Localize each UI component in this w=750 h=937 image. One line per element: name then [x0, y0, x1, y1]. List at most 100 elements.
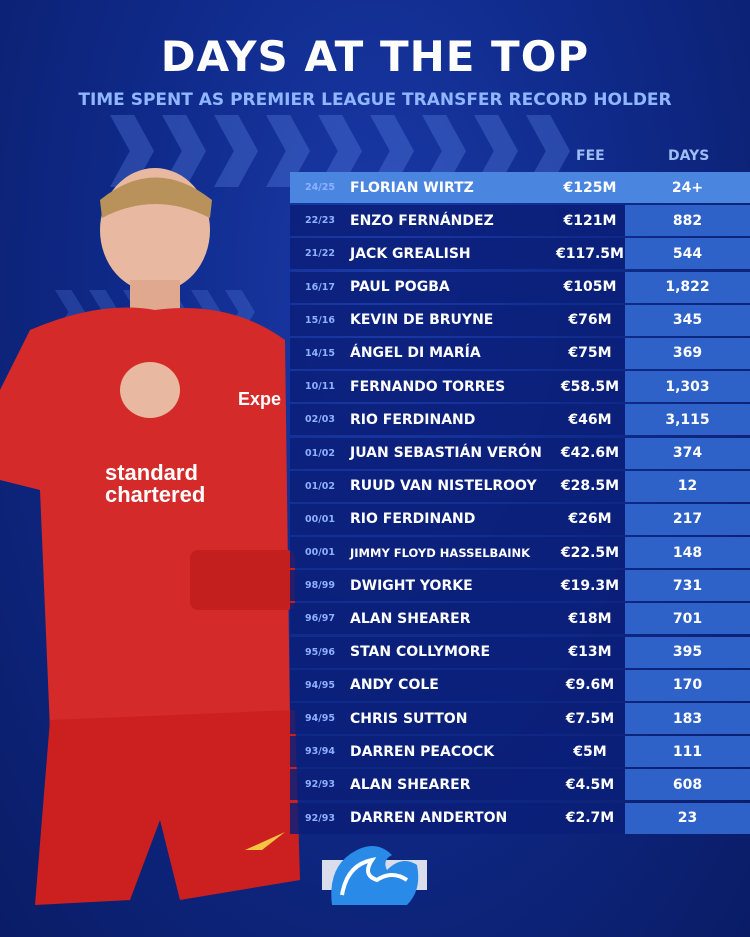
player-name-cell: FLORIAN WIRTZ — [350, 179, 474, 196]
table-row: 22/23 ENZO FERNÁNDEZ €121M 882 — [290, 205, 750, 237]
table-row: 94/95 CHRIS SUTTON €7.5M 183 — [290, 703, 750, 734]
table-row: 94/95 ANDY COLE €9.6M 170 — [290, 669, 750, 701]
svg-text:chartered: chartered — [105, 482, 205, 507]
season-cell: 14/15 — [305, 347, 335, 359]
table-row: 01/02 JUAN SEBASTIÁN VERÓN €42.6M 374 — [290, 437, 750, 469]
player-name-cell: JUAN SEBASTIÁN VERÓN — [350, 445, 542, 461]
fee-cell: €125M — [563, 179, 617, 196]
days-cell: 217 — [625, 503, 750, 535]
player-name-cell: ÁNGEL DI MARÍA — [350, 345, 481, 362]
season-cell: 24/25 — [305, 182, 335, 193]
player-name-cell: ALAN SHEARER — [350, 776, 471, 793]
fee-cell: €4.5M — [565, 776, 615, 793]
player-name-cell: KEVIN DE BRUYNE — [350, 312, 494, 329]
days-cell: 183 — [625, 703, 750, 734]
page-title: DAYS AT THE TOP — [160, 32, 590, 81]
days-cell: 369 — [625, 337, 750, 369]
table-row: 21/22 JACK GREALISH €117.5M 544 — [290, 238, 750, 270]
season-cell: 16/17 — [305, 281, 335, 293]
days-cell: 731 — [625, 570, 750, 602]
player-name-cell: PAUL POGBA — [350, 279, 450, 296]
days-cell: 374 — [625, 437, 750, 469]
shirt-sponsor-logo: standard — [105, 460, 198, 485]
player-name-cell: DARREN ANDERTON — [350, 810, 508, 827]
season-cell: 21/22 — [305, 248, 335, 260]
page-subtitle: TIME SPENT AS PREMIER LEAGUE TRANSFER RE… — [78, 90, 672, 110]
player-name-cell: JIMMY FLOYD HASSELBAINK — [350, 545, 531, 560]
season-cell: 01/02 — [305, 447, 335, 459]
fee-cell: €105M — [563, 279, 617, 296]
table-row: 93/94 DARREN PEACOCK €5M 111 — [290, 736, 750, 768]
player-name-cell: JACK GREALISH — [350, 245, 471, 262]
days-cell: 882 — [625, 205, 750, 237]
season-cell: 00/01 — [305, 513, 335, 525]
player-name-cell: ANDY COLE — [350, 677, 439, 694]
fee-cell: €9.6M — [565, 677, 615, 694]
fee-cell: €13M — [568, 644, 612, 661]
days-cell: 24+ — [671, 179, 704, 196]
table-row: 14/15 ÁNGEL DI MARÍA €75M 369 — [290, 337, 750, 369]
fee-cell: €117.5M — [556, 245, 624, 262]
player-name-cell: STAN COLLYMORE — [350, 644, 491, 661]
table-row: 16/17 PAUL POGBA €105M 1,822 — [290, 271, 750, 303]
fee-cell: €22.5M — [560, 544, 620, 561]
season-cell: 96/97 — [305, 613, 335, 625]
season-cell: 93/94 — [305, 746, 335, 758]
fee-cell: €121M — [563, 212, 617, 229]
player-name-cell: FERNANDO TORRES — [350, 378, 506, 395]
player-name-cell: ALAN SHEARER — [350, 610, 471, 627]
fee-cell: €42.6M — [560, 445, 620, 461]
player-name-cell: CHRIS SUTTON — [350, 710, 468, 727]
season-cell: 02/03 — [305, 414, 335, 426]
fee-cell: €18M — [568, 610, 612, 627]
table-row: 10/11 FERNANDO TORRES €58.5M 1,303 — [290, 371, 750, 403]
days-cell: 1,822 — [625, 271, 750, 303]
table-row: 92/93 DARREN ANDERTON €2.7M 23 — [290, 802, 750, 834]
fee-cell: €76M — [568, 312, 612, 329]
days-cell: 1,303 — [625, 371, 750, 403]
days-cell: 544 — [625, 238, 750, 270]
fee-cell: €46M — [568, 411, 612, 428]
table-row: 95/96 STAN COLLYMORE €13M 395 — [290, 636, 750, 668]
table-row: 92/93 ALAN SHEARER €4.5M 608 — [290, 769, 750, 801]
player-name-cell: RIO FERDINAND — [350, 511, 476, 528]
days-cell: 12 — [625, 470, 750, 502]
wave-logo — [322, 846, 427, 905]
days-cell: 148 — [625, 537, 750, 569]
fee-cell: €5M — [573, 743, 607, 760]
season-cell: 92/93 — [305, 779, 335, 791]
days-cell: 23 — [625, 802, 750, 834]
player-name-cell: RIO FERDINAND — [350, 411, 476, 428]
season-cell: 10/11 — [305, 381, 335, 393]
days-column-header: DAYS — [668, 148, 710, 164]
svg-text:Expe: Expe — [238, 389, 281, 409]
season-cell: 15/16 — [305, 314, 335, 326]
season-cell: 94/95 — [305, 679, 335, 691]
fee-cell: €7.5M — [565, 710, 615, 727]
days-cell: 111 — [625, 736, 750, 768]
transfer-record-table: 24/25 FLORIAN WIRTZ €125M 24+ 22/23 ENZO FERN… — [290, 172, 750, 836]
player-name-cell: ENZO FERNÁNDEZ — [350, 212, 494, 229]
season-cell: 95/96 — [305, 646, 335, 658]
days-cell: 701 — [625, 603, 750, 635]
table-row: 00/01 JIMMY FLOYD HASSELBAINK €22.5M 148 — [290, 537, 750, 569]
season-cell: 94/95 — [305, 713, 335, 724]
table-row: 02/03 RIO FERDINAND €46M 3,115 — [290, 404, 750, 436]
table-row: 98/99 DWIGHT YORKE €19.3M 731 — [290, 570, 750, 602]
table-row: 15/16 KEVIN DE BRUYNE €76M 345 — [290, 304, 750, 336]
days-cell: 345 — [625, 304, 750, 336]
fee-cell: €2.7M — [565, 810, 615, 827]
player-name-cell: RUUD VAN NISTELROOY — [350, 478, 537, 495]
season-cell: 22/23 — [305, 215, 335, 227]
fee-cell: €26M — [568, 511, 612, 528]
table-row: 00/01 RIO FERDINAND €26M 217 — [290, 503, 750, 535]
player-name-cell: DWIGHT YORKE — [350, 577, 473, 594]
season-cell: 00/01 — [305, 547, 335, 559]
table-row: 01/02 RUUD VAN NISTELROOY €28.5M 12 — [290, 470, 750, 502]
season-cell: 92/93 — [305, 812, 335, 824]
fee-cell: €28.5M — [560, 478, 620, 495]
player-name-cell: DARREN PEACOCK — [350, 743, 495, 760]
fee-cell: €58.5M — [560, 378, 620, 395]
fee-column-header: FEE — [576, 148, 605, 164]
table-row: 96/97 ALAN SHEARER €18M 701 — [290, 603, 750, 635]
